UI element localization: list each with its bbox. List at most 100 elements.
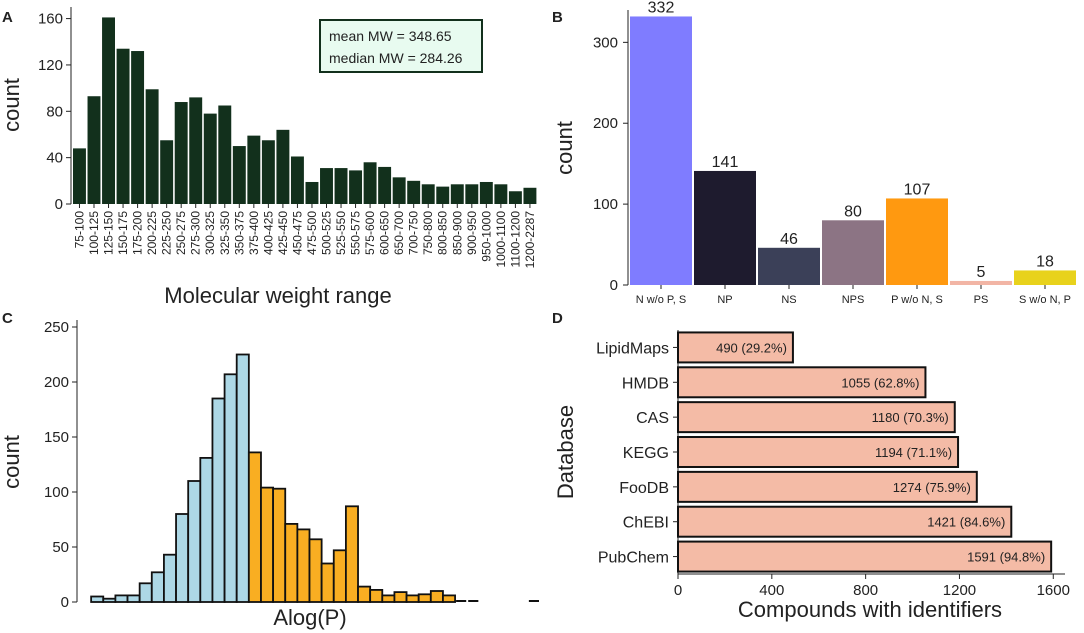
a-stats-box <box>319 19 483 73</box>
c-bin <box>211 397 226 603</box>
a-x-tick-label: 475-500 <box>305 211 319 255</box>
b-bar-label: 141 <box>712 154 739 171</box>
c-bin <box>175 513 190 603</box>
d-bar <box>677 436 960 468</box>
c-bin <box>357 585 372 603</box>
c-y-ticks: 0 50 100 150 200 250 <box>44 319 77 611</box>
c-bin <box>150 571 165 603</box>
d-bar-label: 1194 (71.1%) <box>875 445 952 460</box>
a-y-tick-label: 120 <box>38 57 63 74</box>
b-bar-label: 46 <box>780 231 798 248</box>
a-bar <box>87 96 101 204</box>
c-bin <box>308 538 323 603</box>
a-x-tick-label: 350-375 <box>232 211 246 255</box>
a-bar <box>392 177 406 204</box>
d-bar <box>677 366 927 399</box>
a-y-tick-label: 40 <box>46 150 63 167</box>
a-bar <box>131 51 145 204</box>
c-bin <box>187 480 202 603</box>
panel-b: B 332 141 46 80 107 5 18 0 100 200 300 N w/o P, S… <box>552 0 1076 306</box>
c-y-tick-label: 100 <box>44 484 69 501</box>
a-bar <box>334 168 348 204</box>
d-bar <box>677 331 794 364</box>
b-bar <box>694 170 756 285</box>
a-bar <box>305 181 319 204</box>
d-bar-label: 1274 (75.9%) <box>893 480 971 495</box>
a-x-tick-label: 650-700 <box>392 211 406 255</box>
a-bar <box>436 186 450 204</box>
a-bar <box>320 168 333 204</box>
a-bar <box>232 146 246 204</box>
panel-c: C 0 50 100 150 200 250 count Alog(P) <box>0 310 539 630</box>
d-x-label: Compounds with identifiers <box>738 597 1002 622</box>
a-x-tick-label: 325-350 <box>218 211 232 255</box>
b-bar-label: 80 <box>844 203 862 220</box>
a-x-tick-label: 800-850 <box>436 211 450 255</box>
a-x-tick-label: 275-300 <box>189 211 203 255</box>
a-bar <box>290 156 304 204</box>
c-bin <box>344 505 359 603</box>
panel-d-letter: D <box>552 310 563 327</box>
b-y-tick-label: 100 <box>593 196 618 213</box>
a-bar <box>261 140 275 204</box>
d-y-tick-label: CAS <box>636 410 669 427</box>
d-x-ticks: 0 400 800 1200 1600 <box>674 574 1070 599</box>
a-y-tick-label: 160 <box>38 11 63 28</box>
panel-a: A 0 40 80 120 160 75-100 100-125 125-150 150-17… <box>0 7 537 308</box>
a-bar <box>102 17 115 204</box>
c-bars <box>90 353 539 603</box>
c-bin <box>332 549 347 603</box>
c-bin <box>102 597 117 603</box>
b-x-ticks: N w/o P, S NP NS NPS P w/o N, S PS S w/o N, P <box>636 285 1071 306</box>
a-bar <box>508 191 522 204</box>
d-x-tick-label: 0 <box>674 582 682 599</box>
c-bin <box>320 562 335 603</box>
c-bin <box>284 523 299 603</box>
b-bar <box>950 280 1012 285</box>
a-x-tick-label: 1100-1200 <box>508 211 522 268</box>
d-x-tick-label: 1600 <box>1037 582 1070 599</box>
b-x-tick-label: S w/o N, P <box>1019 294 1071 306</box>
c-y-tick-label: 250 <box>44 319 69 336</box>
b-bar-label: 332 <box>648 0 675 16</box>
a-x-tick-label: 575-600 <box>363 211 377 255</box>
a-bar <box>116 48 130 204</box>
d-y-tick-label: PubChem <box>598 550 669 567</box>
a-mean-label: mean MW = 348.65 <box>329 28 452 44</box>
c-bin <box>126 594 141 603</box>
a-x-tick-label: 1000-1100 <box>494 211 508 268</box>
d-bar-label: 490 (29.2%) <box>716 340 787 355</box>
a-x-tick-label: 750-800 <box>421 211 435 255</box>
a-x-tick-label: 425-450 <box>276 211 290 255</box>
a-x-tick-label: 1200-2287 <box>523 211 537 269</box>
a-x-tick-label: 500-525 <box>319 211 333 255</box>
a-x-label: Molecular weight range <box>164 283 391 308</box>
b-y-tick-label: 200 <box>593 115 618 132</box>
a-bar <box>407 180 421 204</box>
a-bar <box>523 187 537 204</box>
panel-a-letter: A <box>2 9 13 26</box>
d-y-label: Database <box>553 405 578 499</box>
d-y-tick-label: ChEBI <box>623 515 669 532</box>
a-median-label: median MW = 284.26 <box>329 50 463 66</box>
b-y-label: count <box>552 121 577 175</box>
a-bar <box>276 129 290 204</box>
d-bars: 490 (29.2%) LipidMaps 1055 (62.8%) HMDB 1180… <box>596 331 1053 573</box>
d-bar <box>677 401 956 434</box>
a-bars <box>73 17 537 204</box>
a-x-tick-label: 400-425 <box>261 211 275 255</box>
d-y-tick-label: FooDB <box>619 480 669 497</box>
a-x-tick-label: 225-250 <box>160 211 174 255</box>
d-bar-label: 1421 (84.6%) <box>927 515 1005 530</box>
c-bin <box>223 373 238 603</box>
b-x-tick-label: P w/o N, S <box>891 294 943 306</box>
a-x-tick-label: 125-150 <box>102 211 116 255</box>
b-bars: 332 141 46 80 107 5 18 <box>630 0 1076 286</box>
d-y-tick-label: LipidMaps <box>596 340 669 357</box>
c-bin <box>163 553 177 603</box>
a-x-tick-label: 200-225 <box>145 211 159 255</box>
a-y-ticks: 0 40 80 120 160 <box>38 11 71 213</box>
a-bar <box>160 140 174 204</box>
d-x-tick-label: 800 <box>853 582 878 599</box>
